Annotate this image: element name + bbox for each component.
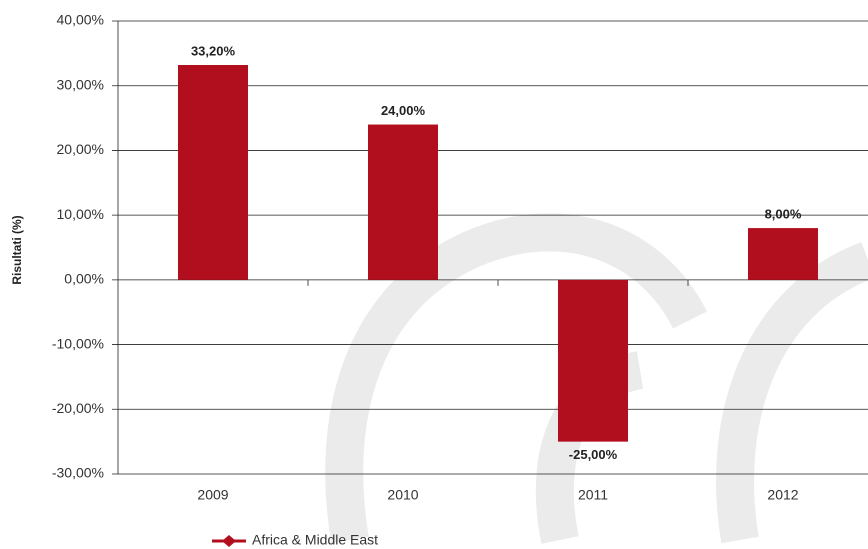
y-tick-label: 0,00% — [64, 271, 104, 287]
bar — [368, 124, 438, 280]
y-tick-label: -30,00% — [52, 465, 104, 481]
y-tick-label: 30,00% — [57, 76, 104, 92]
x-tick-label: 2010 — [387, 487, 418, 503]
value-label: 33,20% — [191, 43, 236, 58]
y-tick-label: 20,00% — [57, 141, 104, 157]
legend-label: Africa & Middle East — [252, 532, 378, 548]
x-tick-label: 2009 — [197, 487, 228, 503]
bar — [178, 65, 248, 280]
y-axis-label: Risultati (%) — [10, 215, 24, 284]
y-tick-label: -20,00% — [52, 400, 104, 416]
legend-marker — [222, 535, 236, 547]
x-tick-label: 2012 — [767, 487, 798, 503]
y-tick-label: -10,00% — [52, 335, 104, 351]
value-label: -25,00% — [569, 447, 618, 462]
y-tick-label: 40,00% — [57, 12, 104, 28]
y-tick-label: 10,00% — [57, 206, 104, 222]
value-label: 8,00% — [765, 207, 802, 222]
watermark-arc — [716, 242, 868, 544]
watermark-arc — [325, 213, 707, 544]
value-label: 24,00% — [381, 103, 426, 118]
bar — [558, 279, 628, 442]
bar — [748, 228, 818, 280]
x-tick-label: 2011 — [578, 487, 608, 503]
